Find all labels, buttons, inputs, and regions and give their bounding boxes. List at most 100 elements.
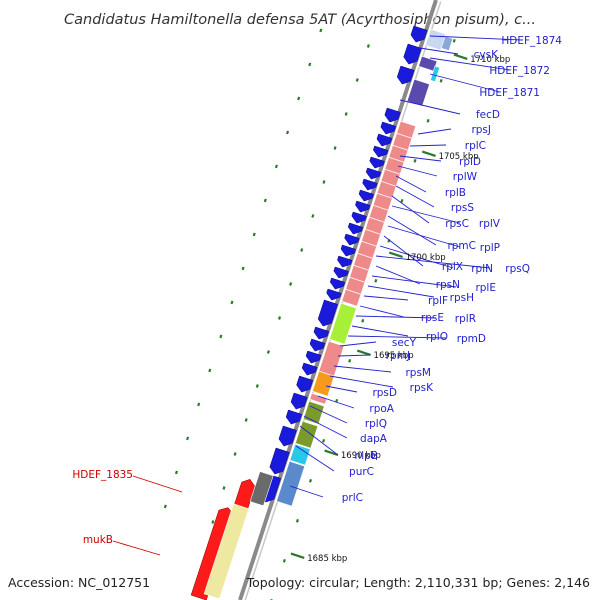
gene-label: rplX — [442, 261, 463, 273]
gene-arrow — [269, 447, 290, 475]
scale-tick — [453, 53, 468, 60]
gene-arrow — [380, 121, 397, 135]
cog-block — [289, 443, 311, 466]
label-leader — [359, 305, 405, 318]
label-leader — [399, 99, 461, 115]
gene-arrow — [344, 233, 360, 246]
tick-mark — [400, 198, 404, 203]
label-leader — [391, 205, 461, 224]
gene-label: rpsN — [436, 279, 460, 291]
cog-accent — [430, 65, 441, 82]
label-leader — [387, 225, 461, 248]
tick-mark — [285, 130, 290, 135]
label-leader — [429, 35, 523, 41]
gene-label: nlpB — [355, 450, 378, 462]
label-leader — [429, 73, 501, 93]
tick-mark — [322, 180, 326, 184]
cog-block — [341, 120, 417, 307]
label-leader — [303, 415, 348, 439]
label-leader — [351, 325, 409, 337]
scale-tick — [356, 349, 371, 356]
tick-mark — [311, 214, 315, 218]
tick-mark — [186, 436, 190, 441]
tick-mark — [211, 520, 215, 524]
label-leader — [367, 285, 435, 298]
tick-mark — [230, 300, 234, 305]
label-leader — [417, 128, 452, 135]
label-leader — [375, 255, 491, 269]
tick-mark — [308, 62, 312, 67]
tick-mark — [244, 418, 248, 422]
gene-label: rplF — [428, 295, 448, 307]
gene-label: rplO — [426, 331, 448, 343]
cog-separator — [345, 288, 362, 295]
gene-arrow — [373, 145, 389, 158]
gene-label: rplR — [455, 313, 476, 325]
gene-arrow — [351, 211, 367, 224]
gene-label-red: HDEF_1835 — [72, 469, 133, 481]
label-leader — [395, 175, 427, 193]
label-leader — [391, 195, 430, 224]
accession-text: Accession: NC_012751 — [8, 575, 150, 590]
gene-label: cysK — [474, 49, 499, 61]
label-leader — [339, 341, 377, 347]
tick-mark — [300, 248, 304, 252]
gene-label: rplN — [471, 263, 493, 275]
tick-mark — [289, 282, 293, 286]
gene-arrow — [376, 133, 393, 147]
gene-label: rpoA — [369, 403, 394, 415]
tick-mark — [219, 334, 223, 339]
gene-arrow — [410, 25, 428, 43]
gene-arrow — [340, 244, 356, 257]
scale-label: 1695 kbp — [374, 351, 414, 361]
cog-block — [406, 78, 430, 107]
cog-separator — [376, 192, 393, 199]
scale-tick — [421, 150, 436, 157]
gene-label: purC — [349, 466, 374, 478]
cog-block — [276, 460, 306, 507]
cog-block — [203, 503, 250, 600]
cog-separator — [388, 156, 405, 163]
gene-arrow — [396, 65, 415, 85]
gene-label: rplC — [465, 140, 486, 152]
tick-mark — [374, 278, 378, 283]
label-leader — [325, 385, 358, 393]
label-leader — [309, 405, 348, 424]
map-title: Candidatus Hamiltonella defensa 5AT (Acy… — [64, 12, 536, 28]
gene-arrow — [278, 425, 297, 447]
tick-mark — [174, 470, 179, 475]
scale-label: 1685 kbp — [307, 554, 347, 564]
gene-labels: 1710 kbp 1705 kbp 1700 kbp 1695 kbp 1690 kbp… — [72, 35, 562, 564]
gene-label: rplD — [459, 156, 481, 168]
gene-arrow — [358, 189, 374, 202]
gene-label: HDEF_1874 — [501, 35, 562, 47]
cog-separator — [369, 216, 385, 223]
label-leader — [395, 185, 435, 208]
cog-separator — [384, 168, 401, 175]
cog-separator — [349, 276, 365, 283]
cog-separator — [373, 204, 389, 211]
tick-mark — [263, 198, 267, 203]
gene-label: rpsH — [450, 292, 474, 304]
gene-label: rpsE — [421, 312, 444, 324]
label-leader — [333, 365, 392, 373]
label-leaders — [112, 35, 523, 559]
feature-tracks — [190, 25, 454, 600]
tick-mark — [439, 78, 443, 83]
label-leader — [371, 275, 457, 288]
gene-label: rpsQ — [505, 263, 530, 275]
gene-label: rpsM — [405, 367, 431, 379]
label-leader — [399, 155, 442, 162]
gene-arrow — [369, 156, 385, 169]
gene-arrow — [301, 362, 318, 376]
scale-label: 1700 kbp — [406, 253, 446, 263]
tick-mark — [266, 350, 270, 354]
gene-arrow — [313, 326, 330, 340]
cog-separator — [392, 144, 409, 151]
label-leader — [379, 245, 454, 269]
gene-arrow — [326, 288, 342, 301]
scale-label: 1690 kbp — [341, 451, 381, 461]
tick-mark — [366, 44, 370, 48]
tick-mark — [355, 78, 359, 82]
